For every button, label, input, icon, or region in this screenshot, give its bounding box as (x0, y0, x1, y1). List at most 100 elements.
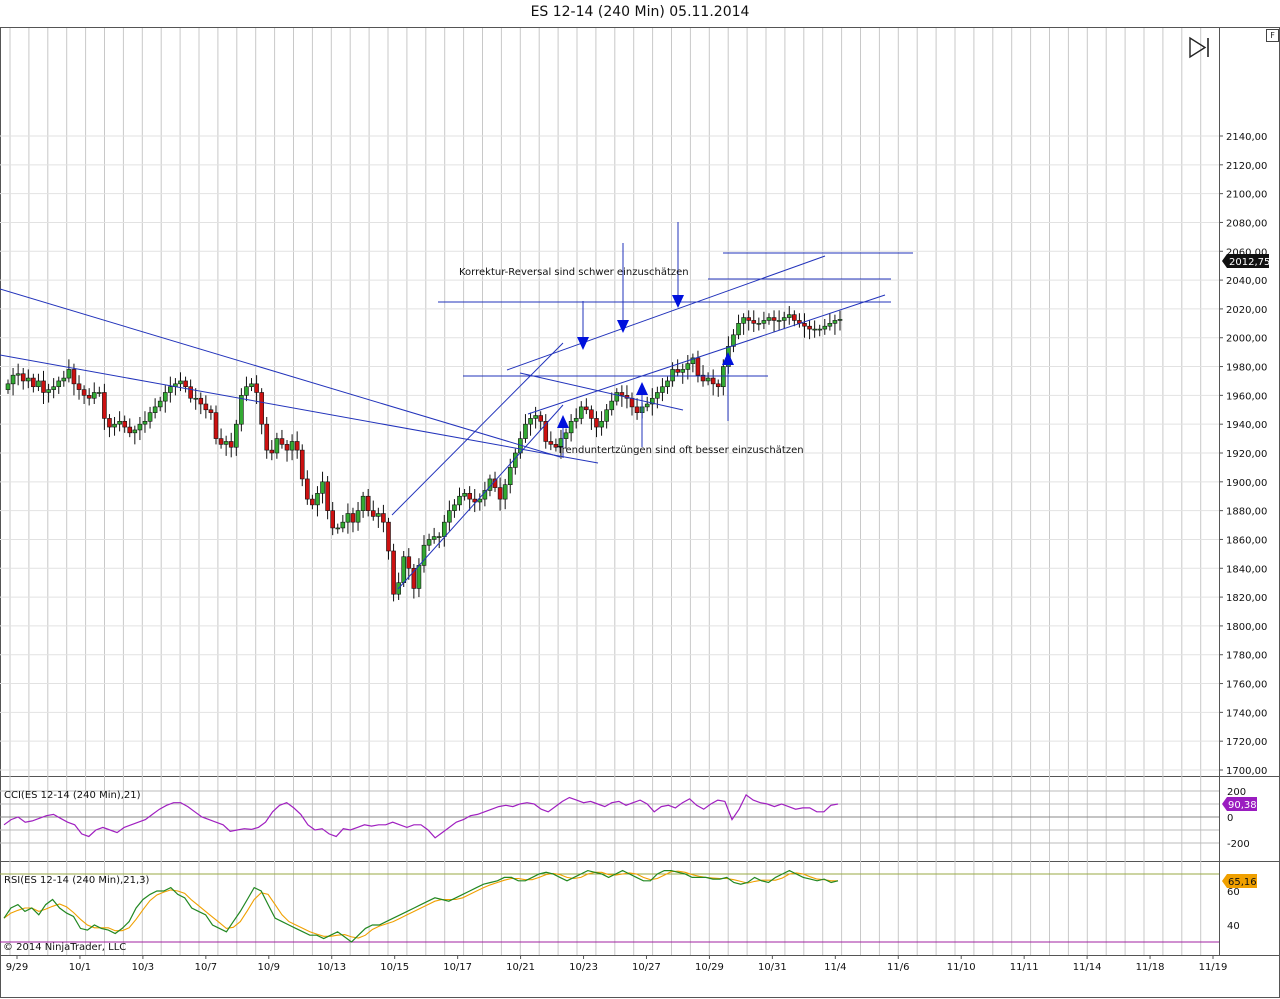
candle-down (305, 478, 310, 500)
candle-up (10, 374, 16, 385)
price-tick-label: 1780,00 (1226, 651, 1267, 662)
candle-down (467, 493, 472, 500)
candle-up (502, 484, 508, 500)
candle-up (289, 441, 295, 451)
downtrend-channel-upper (0, 288, 561, 458)
up-arrow-icon (722, 352, 734, 365)
candle-up (781, 317, 787, 321)
candle-up (786, 314, 792, 318)
rsi-tick-label: 40 (1227, 921, 1240, 932)
candle-down (279, 438, 285, 445)
candle-up (157, 400, 163, 408)
candle-down (553, 444, 559, 448)
candle-up (731, 334, 736, 347)
candle-down (127, 426, 133, 434)
candle-down (771, 317, 777, 321)
candle-up (421, 544, 427, 566)
candle-up (649, 397, 655, 405)
candle-up (376, 513, 381, 517)
trendlines (0, 222, 913, 590)
price-tick-label: 1900,00 (1226, 478, 1267, 489)
time-tick-label: 10/21 (506, 962, 535, 973)
time-tick-label: 10/31 (758, 962, 787, 973)
candle-down (619, 392, 625, 396)
candle-down (20, 373, 26, 382)
price-tick-label: 1740,00 (1226, 708, 1267, 719)
candle-up (345, 513, 351, 523)
price-tick-label: 1840,00 (1226, 564, 1267, 575)
price-tick-label: 2080,00 (1226, 218, 1267, 229)
price-tick-label: 1940,00 (1226, 420, 1267, 431)
channel-lower (527, 294, 886, 415)
time-tick-label: 11/14 (1073, 962, 1102, 973)
candle-up (599, 420, 604, 428)
price-tick-label: 1760,00 (1226, 680, 1267, 691)
down-arrow-icon (672, 295, 684, 308)
candle-up (401, 556, 407, 583)
candle-up (766, 317, 772, 321)
candle-up (244, 386, 249, 396)
candle-up (152, 406, 158, 413)
candle-up (655, 392, 660, 399)
candle-down (710, 377, 716, 385)
candle-down (107, 418, 112, 428)
time-tick-label: 11/6 (887, 962, 909, 973)
price-tick-label: 1820,00 (1226, 593, 1267, 604)
candle-down (41, 380, 46, 393)
cci-line (3, 793, 839, 839)
candle-down (751, 320, 757, 324)
candle-down (294, 441, 300, 451)
candle-down (584, 406, 589, 411)
candle-up (523, 423, 528, 439)
candle-down (538, 415, 543, 422)
cci-value-label: 90,38 (1228, 800, 1257, 811)
price-tick-label: 1720,00 (1226, 737, 1267, 748)
f-button[interactable]: F (1266, 29, 1279, 42)
candle-up (817, 328, 823, 331)
candle-up (822, 325, 828, 330)
candle-up (340, 521, 346, 529)
candle-down (86, 395, 92, 399)
candle-down (269, 449, 275, 454)
time-tick-label: 10/15 (380, 962, 409, 973)
candle-down (411, 567, 417, 589)
candle-up (533, 415, 538, 419)
candle-up (56, 380, 62, 388)
time-tick-label: 10/17 (443, 962, 472, 973)
time-tick-label: 11/10 (947, 962, 976, 973)
candle-up (573, 418, 579, 422)
candle-down (31, 377, 36, 388)
candle-down (76, 383, 82, 390)
scroll-to-end-icon[interactable] (1189, 36, 1209, 59)
channel-upper (506, 255, 826, 371)
candle-up (91, 392, 97, 399)
candle-down (198, 397, 204, 405)
candle-down (330, 510, 335, 529)
price-tick-label: 1860,00 (1226, 535, 1267, 546)
candle-down (228, 441, 234, 448)
candle-up (604, 409, 609, 422)
candle-up (447, 510, 452, 523)
rsi-axis: 60 40 (1227, 887, 1240, 932)
candle-up (568, 420, 574, 434)
candle-down (381, 513, 386, 523)
vertical-grid (9, 28, 1202, 955)
cci-grid (0, 790, 1219, 844)
candle-down (208, 409, 214, 413)
candle-down (807, 325, 812, 330)
candle-down (71, 369, 77, 385)
up-arrow-icon (636, 382, 648, 395)
candle-up (193, 397, 199, 400)
candle-up (36, 380, 41, 388)
candle-up (162, 392, 168, 402)
candle-up (25, 377, 31, 382)
candle-down (350, 513, 356, 523)
time-tick-label: 10/1 (69, 962, 91, 973)
candle-up (736, 323, 741, 336)
candle-up (776, 320, 782, 322)
time-tick-label: 10/27 (632, 962, 661, 973)
candle-down (264, 423, 270, 451)
candle-up (685, 363, 691, 370)
price-tick-label: 2060,00 (1226, 247, 1267, 258)
